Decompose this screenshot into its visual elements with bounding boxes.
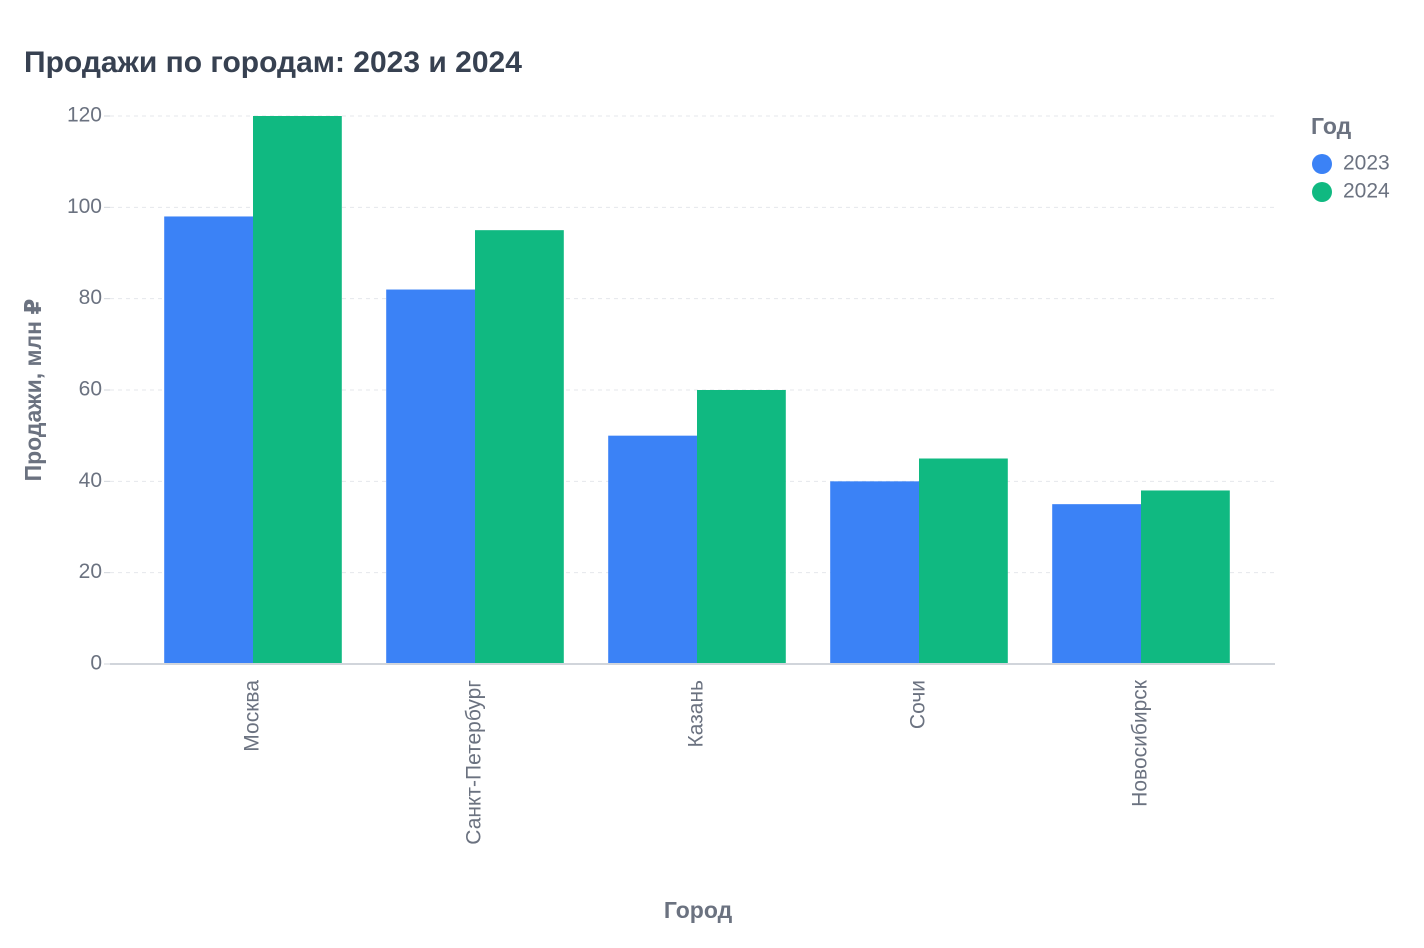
y-tick-label: 40 xyxy=(79,469,102,492)
bar xyxy=(386,289,475,664)
x-axis-title: Город xyxy=(664,897,733,923)
bar xyxy=(475,230,564,664)
bar xyxy=(697,390,786,664)
x-tick-label: Сочи xyxy=(907,680,930,729)
bar xyxy=(1141,490,1230,664)
y-axis-title: Продажи, млн ₽ xyxy=(20,299,46,482)
y-tick-label: 0 xyxy=(90,652,102,675)
x-tick-label: Новосибирск xyxy=(1129,679,1152,807)
y-tick-label: 120 xyxy=(67,104,102,127)
bar xyxy=(830,481,919,664)
legend-label: 2024 xyxy=(1343,180,1390,203)
bar xyxy=(164,216,253,664)
bar xyxy=(1052,504,1141,664)
y-tick-label: 20 xyxy=(79,560,102,583)
legend-title: Год xyxy=(1311,113,1352,139)
chart-title: Продажи по городам: 2023 и 2024 xyxy=(24,46,522,79)
x-tick-label: Казань xyxy=(685,680,708,748)
bar xyxy=(253,116,342,664)
bar xyxy=(608,435,697,664)
y-tick-label: 100 xyxy=(67,195,102,218)
x-tick-label: Москва xyxy=(241,680,264,752)
legend-marker xyxy=(1312,182,1332,202)
y-tick-label: 60 xyxy=(79,378,102,401)
bar xyxy=(919,458,1008,664)
x-tick-label: Санкт-Петербург xyxy=(463,680,486,845)
y-tick-label: 80 xyxy=(79,286,102,309)
legend-marker xyxy=(1312,154,1332,174)
legend-label: 2023 xyxy=(1343,152,1390,175)
